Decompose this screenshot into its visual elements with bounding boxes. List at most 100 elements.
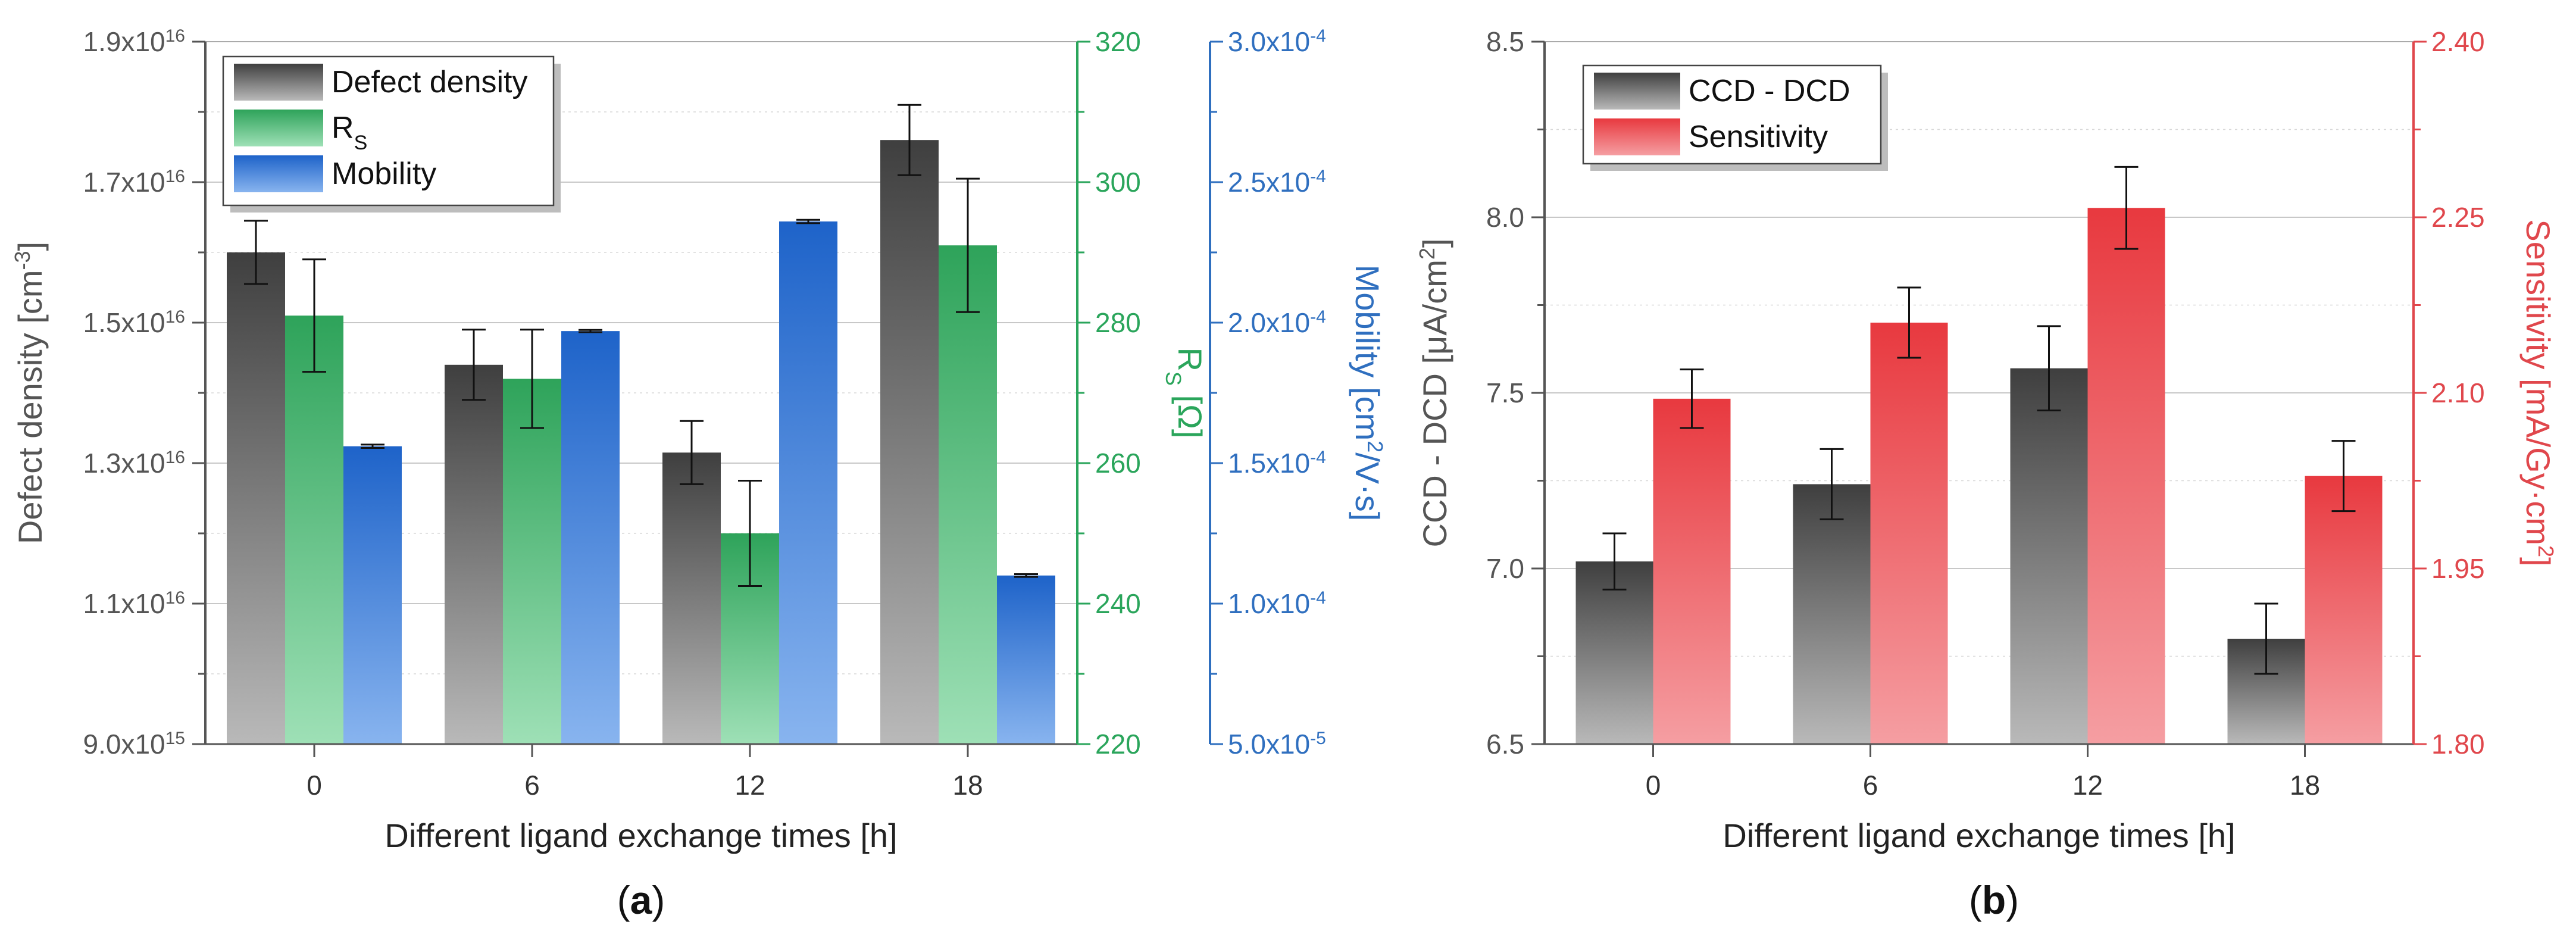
- y-tick-label: 300: [1095, 167, 1141, 198]
- x-tick-label: 18: [2290, 770, 2320, 801]
- y-tick-label-part: 1.1x10: [83, 588, 165, 619]
- panel-a-bars: [227, 104, 1055, 745]
- panel-b-label: (b): [1969, 878, 2019, 922]
- error-bar: [1014, 573, 1038, 578]
- x-tick-label: 18: [952, 770, 983, 801]
- panel-b-x-axis-title: Different ligand exchange times [h]: [1722, 817, 2235, 854]
- bar-rs-6: [503, 379, 561, 744]
- y-tick-label: 320: [1095, 26, 1141, 57]
- y-tick-label: 6.5: [1486, 729, 1524, 760]
- legend-label-part: S: [354, 132, 368, 154]
- error-bar: [244, 220, 268, 285]
- bar-sensitivity-6: [1870, 323, 1948, 744]
- y-axis-y2: 220 240 260 280 300 320: [1076, 26, 1141, 760]
- error-bar: [302, 258, 326, 373]
- bar-defect-density-18: [880, 140, 939, 744]
- y-tick-label-part: 7.0: [1486, 553, 1524, 584]
- y-axis-title-y3-part: Mobility [cm: [1349, 265, 1386, 441]
- y-tick-label: 2.0x10-4: [1228, 307, 1326, 339]
- y-tick-label-part: 2.10: [2431, 377, 2485, 408]
- y-axis-title-y2-part: [Ω]: [1171, 386, 1209, 439]
- y-axis-title-y2-part: R: [1171, 347, 1209, 371]
- y-tick-label: 1.3x1016: [83, 448, 186, 479]
- bar-mobility-0: [343, 446, 402, 744]
- y-tick-label: 220: [1095, 729, 1141, 760]
- y-tick-label-part: 16: [165, 307, 185, 327]
- x-tick-label: 0: [1646, 770, 1661, 801]
- y-tick-label-part: 300: [1095, 167, 1141, 198]
- y-tick-label: 8.0: [1486, 202, 1524, 233]
- y-tick-label-part: 16: [165, 448, 185, 467]
- y-tick-label-part: 2.25: [2431, 202, 2485, 233]
- y-tick-label-part: 240: [1095, 588, 1141, 619]
- y-tick-label-part: -4: [1310, 26, 1326, 46]
- panel-b-letter: b: [1982, 878, 2006, 922]
- error-bar: [520, 329, 544, 429]
- y-axis-title-y1: CCD - DCD [μA/cm2]: [1415, 239, 1454, 548]
- y-tick-label: 1.7x1016: [83, 167, 186, 198]
- legend-label: Mobility: [332, 157, 436, 191]
- y-tick-label: 260: [1095, 448, 1141, 479]
- x-tick-label: 6: [524, 770, 540, 801]
- y-axis-title-y1-part: Defect density [cm: [11, 270, 49, 544]
- y-axis-title-y2-part: ]: [2519, 557, 2557, 567]
- bar-ccd-dcd-6: [1793, 484, 1871, 744]
- y-tick-label-part: 6.5: [1486, 729, 1524, 760]
- legend-label-part: Mobility: [332, 157, 436, 191]
- y-tick-label: 9.0x1015: [83, 729, 186, 760]
- bar-defect-density-12: [662, 452, 721, 744]
- error-bar: [361, 443, 384, 449]
- panel-a-x-axis-title: Different ligand exchange times [h]: [384, 817, 897, 854]
- y-tick-label-part: -4: [1310, 448, 1326, 467]
- error-bar: [738, 480, 762, 587]
- y-tick-label-part: -4: [1310, 588, 1326, 608]
- error-bar: [898, 104, 921, 176]
- error-bar: [796, 218, 820, 224]
- y-tick-label: 240: [1095, 588, 1141, 619]
- error-bar: [680, 420, 704, 485]
- legend-label: Sensitivity: [1689, 120, 1828, 154]
- y-tick-label: 2.10: [2431, 377, 2485, 408]
- y-tick-label: 8.5: [1486, 26, 1524, 57]
- bar-mobility-18: [997, 575, 1055, 744]
- y-axis-title-y1-part: ]: [11, 242, 49, 251]
- panel-a-axes: 0 6 12 189.0x10151.1x10161.3x10161.5x10161.…: [83, 26, 1326, 801]
- y-axis-y1: 9.0x10151.1x10161.3x10161.5x10161.7x1016…: [83, 26, 207, 760]
- panel-a-chart: 0 6 12 189.0x10151.1x10161.3x10161.5x10161.…: [10, 26, 1388, 923]
- y-tick-label-part: -4: [1310, 167, 1326, 186]
- y-tick-label-part: 5.0x10: [1228, 729, 1310, 760]
- legend-label: CCD - DCD: [1689, 74, 1850, 108]
- x-tick-label: 12: [734, 770, 765, 801]
- error-bar: [2114, 165, 2139, 250]
- panel-b-legend: CCD - DCD Sensitivity: [1582, 64, 1888, 171]
- y-tick-label: 1.0x10-4: [1228, 588, 1326, 620]
- error-bar: [579, 329, 602, 333]
- legend-label-part: R: [332, 111, 354, 145]
- y-tick-label-part: 16: [165, 588, 185, 608]
- legend-swatch: [234, 64, 323, 101]
- y-tick-label-part: 280: [1095, 307, 1141, 338]
- panel-b-axes: 0 6 12 18 6.5 7.0 7.5 8.0 8.5 1.80 1.95 2.10 2.25 2.4…: [1486, 26, 2484, 801]
- y-tick-label-part: 8.5: [1486, 26, 1524, 57]
- bar-defect-density-0: [227, 252, 285, 744]
- y-tick-label-part: 9.0x10: [83, 729, 165, 760]
- bar-ccd-dcd-12: [2010, 368, 2088, 744]
- y-axis-title-y2: RS [Ω]: [1162, 347, 1209, 438]
- y-tick-label-part: 8.0: [1486, 202, 1524, 233]
- error-bar: [2331, 440, 2356, 513]
- y-axis-title-y3-part: /V·s]: [1349, 452, 1386, 521]
- y-tick-label: 5.0x10-5: [1228, 729, 1326, 760]
- error-bar: [1602, 532, 1627, 591]
- panel-b-axis-titles: CCD - DCD [μA/cm2] Sensitivity [mA/Gy·cm2…: [1415, 219, 2559, 566]
- y-axis-title-y1: Defect density [cm-3]: [10, 242, 49, 544]
- y-axis-title-y2: Sensitivity [mA/Gy·cm2]: [2519, 219, 2559, 566]
- y-tick-label-part: 1.0x10: [1228, 588, 1310, 619]
- y-tick-label-part: 3.0x10: [1228, 26, 1310, 57]
- error-bar: [1897, 286, 1921, 359]
- bar-defect-density-6: [445, 364, 503, 744]
- y-tick-label: 2.25: [2431, 202, 2485, 233]
- bar-sensitivity-18: [2305, 476, 2383, 744]
- y-axis-title-y3-part: 2: [1364, 440, 1388, 452]
- legend-label-part: CCD - DCD: [1689, 74, 1850, 108]
- y-tick-label-part: 16: [165, 167, 185, 186]
